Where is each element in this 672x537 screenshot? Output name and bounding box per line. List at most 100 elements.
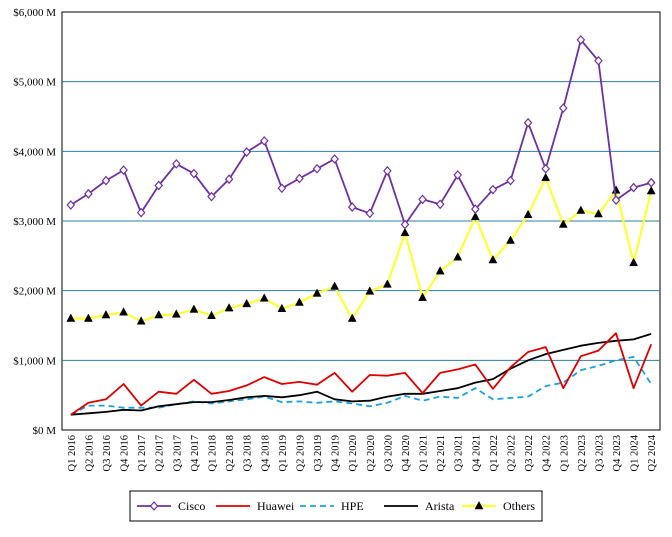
y-axis-tick-labels: $0 M $1,000 M $2,000 M $3,000 M $4,000 M $5,0… [13,7,56,437]
data-point-marker [312,288,322,297]
data-point-marker [558,103,568,114]
data-point-marker [383,165,392,176]
data-point-marker [259,135,269,146]
legend-item-hpe: HPE [300,499,364,513]
x-tick-label: Q2 2021 [436,435,447,471]
data-point-marker [594,55,603,66]
x-tick-label: Q1 2019 [278,435,289,471]
y-tick-label: $6,000 M [13,7,56,19]
data-point-marker [172,158,181,169]
legend-item-others: Others [462,499,535,513]
x-tick-label: Q3 2019 [313,435,324,471]
y-tick-label: $0 M [32,425,56,437]
data-point-marker [66,200,76,210]
data-point-marker [242,147,251,157]
x-tick-label: Q2 2024 [647,434,658,471]
data-point-marker [470,211,480,221]
data-point-marker [154,310,164,319]
x-tick-label: Q1 2020 [348,435,359,471]
data-point-marker [541,172,551,182]
series-huawei [70,332,653,416]
x-tick-label: Q3 2023 [594,435,605,471]
data-point-marker [149,501,159,511]
data-point-marker [277,183,287,194]
x-tick-label: Q1 2022 [489,435,500,471]
legend-label: Arista [425,499,455,513]
x-tick-label: Q4 2017 [190,435,201,471]
data-point-marker [224,303,234,312]
x-tick-label: Q4 2018 [260,435,271,471]
data-point-marker [474,500,484,510]
legend-label: Huawei [257,499,295,513]
data-point-marker [471,204,480,215]
data-point-marker [629,182,638,193]
data-point-marker [365,286,375,295]
data-point-marker [189,304,199,313]
y-tick-label: $4,000 M [13,146,56,158]
data-point-marker [646,177,656,188]
legend-label: Cisco [178,499,205,513]
data-point-marker [101,175,111,186]
data-point-marker [365,208,375,219]
data-point-marker [154,180,164,191]
data-point-marker [84,188,93,199]
series-line [70,176,653,323]
data-point-marker [136,316,146,325]
series-line [70,332,653,416]
x-tick-label: Q2 2017 [155,435,166,471]
data-point-marker [242,298,252,308]
data-point-marker [646,186,656,195]
gridlines [62,81,660,361]
x-tick-label: Q4 2019 [331,435,342,471]
y-tick-label: $2,000 M [13,286,56,298]
series-arista [70,333,652,416]
data-point-marker [207,310,216,319]
data-point-marker [330,154,339,164]
series-hpe [70,355,652,416]
data-point-marker [506,175,515,186]
data-point-marker [506,235,515,244]
series-line [70,355,652,416]
legend-label: HPE [341,499,364,513]
data-point-marker [207,191,216,202]
data-point-marker [400,219,410,230]
data-point-marker [576,34,586,45]
x-tick-label: Q3 2018 [243,435,254,471]
data-point-marker [83,313,93,322]
data-point-marker [189,168,199,179]
data-point-marker [277,303,287,313]
x-tick-label: Q2 2016 [84,435,95,471]
x-tick-label: Q3 2017 [172,435,183,471]
data-point-marker [119,307,128,316]
data-point-marker [330,281,340,290]
x-tick-label: Q3 2022 [524,435,535,471]
x-tick-label: Q3 2021 [454,435,465,471]
data-point-marker [224,174,234,185]
data-point-marker [453,170,463,180]
x-tick-label: Q4 2023 [612,435,623,471]
x-tick-label: Q1 2021 [419,435,430,471]
series-cisco [66,34,656,230]
data-point-marker [435,199,445,210]
x-tick-label: Q4 2016 [120,435,131,471]
x-tick-label: Q1 2024 [630,434,641,471]
data-point-marker [488,184,498,195]
x-tick-label: Q1 2016 [67,435,78,471]
data-point-marker [541,163,550,174]
legend-item-arista: Arista [384,499,455,513]
x-tick-label: Q2 2019 [295,435,306,471]
series-line [70,333,652,416]
x-tick-label: Q1 2023 [559,435,570,471]
data-point-marker [295,297,304,306]
data-point-marker [171,309,181,318]
data-point-marker [347,313,357,322]
series-line [70,39,652,226]
data-point-marker [629,257,639,267]
legend-item-cisco: Cisco [137,499,205,513]
data-point-marker [418,194,427,205]
x-tick-label: Q3 2020 [383,435,394,471]
x-tick-label: Q2 2018 [225,435,236,471]
data-point-marker [523,209,533,218]
